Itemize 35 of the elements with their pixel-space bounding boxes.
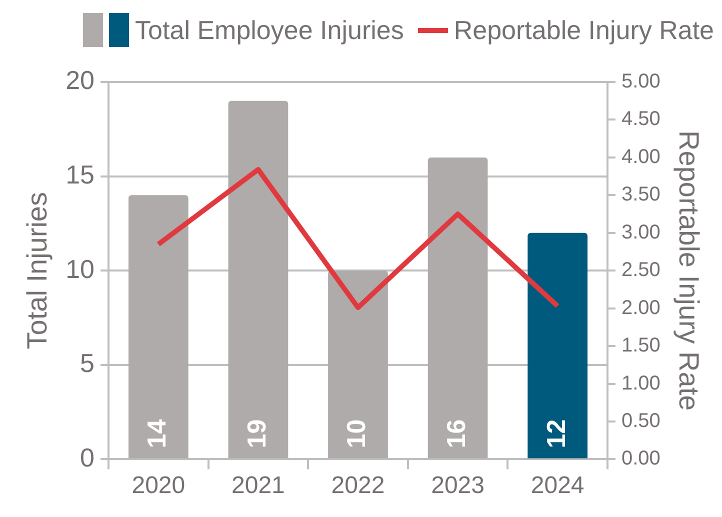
data-label: 12 xyxy=(540,419,571,448)
y2-axis-title: Reportable Injury Rate xyxy=(673,130,704,411)
x-tick-label: 2021 xyxy=(232,472,285,500)
y-tick-label: 0 xyxy=(80,442,95,472)
y2-tick-label: 3.00 xyxy=(621,221,660,244)
data-label: 19 xyxy=(241,419,272,448)
data-label: 14 xyxy=(142,418,172,448)
data-label: 10 xyxy=(341,419,372,448)
y2-tick-label: 0.00 xyxy=(621,448,660,470)
y2-tick-label: 2.00 xyxy=(621,296,660,319)
bar xyxy=(528,232,588,458)
legend-label: Total Employee Injuries xyxy=(135,14,404,46)
legend-label: Reportable Injury Rate xyxy=(454,14,714,46)
data-label: 16 xyxy=(440,419,471,448)
y2-tick-label: 3.50 xyxy=(621,184,660,206)
y2-tick-label: 1.50 xyxy=(621,334,660,357)
y2-tick-label: 4.50 xyxy=(621,108,660,130)
y-tick-label: 10 xyxy=(66,254,95,284)
x-tick-label: 2024 xyxy=(530,472,584,500)
x-tick-label: 2022 xyxy=(331,472,385,500)
bar xyxy=(428,157,488,458)
y2-tick-label: 4.00 xyxy=(621,146,660,168)
y2-tick-label: 1.00 xyxy=(621,372,660,394)
bar xyxy=(228,100,288,458)
y-tick-label: 20 xyxy=(66,65,95,96)
y2-tick-label: 5.00 xyxy=(621,70,660,93)
y-tick-label: 5 xyxy=(80,348,95,378)
x-tick-label: 2020 xyxy=(132,472,186,500)
x-tick-label: 2023 xyxy=(431,472,484,500)
bar xyxy=(128,195,188,458)
y-tick-label: 15 xyxy=(66,159,95,190)
y-axis-title: Total Injuries xyxy=(22,192,53,350)
bar xyxy=(328,270,388,458)
y2-tick-label: 0.50 xyxy=(621,410,660,432)
y2-tick-label: 2.50 xyxy=(621,259,660,282)
